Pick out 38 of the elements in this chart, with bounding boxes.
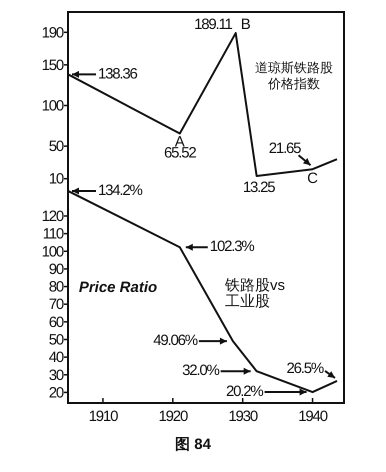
y-tick-label: 30 (48, 366, 64, 384)
y-tick-label: 190 (42, 24, 64, 42)
y-tick-label: 20 (48, 384, 64, 402)
annotation: 铁路股vs (224, 277, 285, 294)
annotation: B (240, 16, 251, 34)
data-label: 20.2% (226, 383, 264, 400)
y-tick-label: 60 (48, 314, 64, 331)
y-tick-label: 40 (48, 349, 64, 366)
annotation: 价格指数 (267, 76, 320, 91)
data-label: 49.06% (153, 332, 198, 350)
y-tick-label: 70 (48, 296, 64, 314)
annotation: 工业股 (225, 293, 270, 310)
data-label: 102.3% (210, 238, 254, 256)
y-tick-label: 90 (48, 260, 64, 278)
data-label: 21.65 (268, 140, 302, 158)
data-label: 13.25 (242, 179, 276, 196)
y-tick-label: 50 (48, 138, 64, 156)
x-tick-label: 1940 (298, 408, 328, 425)
x-tick-label: 1930 (228, 408, 258, 425)
y-tick-label: 150 (42, 56, 64, 74)
data-label: 32.0% (182, 362, 220, 380)
data-label: 26.5% (286, 360, 324, 377)
x-tick-label: 1910 (88, 408, 118, 425)
caption: 图 84 (175, 436, 212, 453)
data-label: 138.36 (98, 65, 138, 82)
data-label: 134.2% (98, 182, 143, 199)
y-tick-label: 80 (48, 278, 64, 296)
y-tick-label: 50 (48, 331, 64, 348)
y-tick-label: 110 (42, 226, 64, 243)
y-tick-label: 100 (42, 98, 64, 115)
y-tick-label: 100 (42, 243, 64, 260)
y-tick-label: 10 (48, 170, 64, 188)
data-label: 189.11 (194, 16, 233, 34)
x-tick-label: 1920 (158, 408, 188, 425)
y-tick-label: 120 (42, 208, 64, 225)
annotation: C (307, 170, 318, 188)
annotation: 道琼斯铁路股 (255, 60, 333, 75)
annotation: Price Ratio (78, 279, 158, 296)
